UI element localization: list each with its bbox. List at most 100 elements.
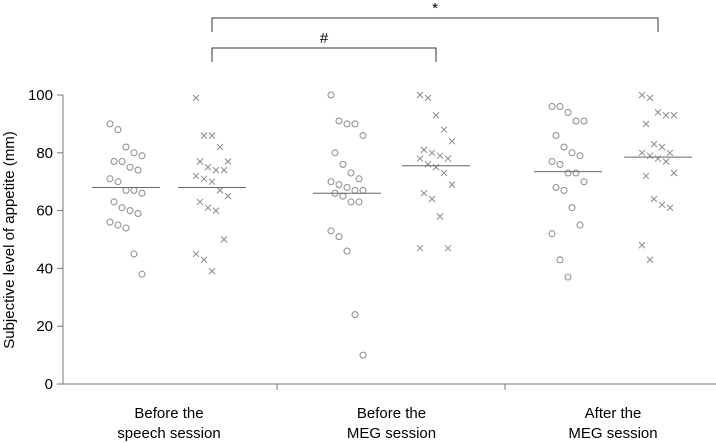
cross-point [200,256,208,264]
cross-point [642,120,650,128]
circle-point [110,157,118,165]
circle-point [343,183,351,191]
y-tick-label: 20 [36,318,53,335]
circle-point [331,149,339,157]
cross-point [212,166,220,174]
cross-point [646,152,654,160]
circle-point [560,143,568,151]
circle-point [130,250,138,258]
cross-point [650,195,658,203]
cross-point [192,172,200,180]
cross-point [666,149,674,157]
cross-point [420,189,428,197]
circle-point [327,227,335,235]
circle-point [564,169,572,177]
cross-point [420,146,428,154]
circle-point [572,117,580,125]
cross-point [208,267,216,275]
circle-point [134,209,142,217]
circle-point [327,178,335,186]
cross-point [208,132,216,139]
circle-point [572,169,580,177]
circle-point [114,221,122,229]
circle-point [106,120,114,128]
x-category-label: Before the [134,405,203,422]
circle-point [564,273,572,281]
x-category-label: Before the [357,405,426,422]
cross-point [428,149,436,157]
cross-point [212,207,220,214]
circle-point [138,152,146,160]
circle-point [548,157,556,165]
cross-point [224,192,232,200]
significance-bracket [211,17,659,32]
circle-point [351,311,359,319]
x-category-label: MEG session [347,425,436,442]
circle-point [343,120,351,128]
cross-point [670,169,678,177]
circle-point [556,103,564,111]
circle-point [327,91,335,99]
x-category-label: speech session [117,425,220,442]
circle-point [106,218,114,226]
y-axis-label: Subjective level of appetite (mm) [1,131,18,349]
cross-point [646,94,654,102]
circle-point [548,103,556,111]
cross-point [216,143,224,151]
circle-point [560,186,568,194]
circle-point [118,204,126,212]
circle-point [138,189,146,197]
circle-point [351,186,359,194]
cross-point [638,91,646,99]
circle-point [130,149,138,157]
circle-point [576,221,584,229]
cross-point [192,250,200,258]
circle-point [359,351,367,359]
cross-point [440,169,448,177]
cross-point [192,94,200,102]
cross-point [220,236,228,243]
cross-point [638,149,646,157]
y-tick-label: 40 [36,260,53,277]
circle-point [138,270,146,278]
x-category-label: MEG session [568,425,657,442]
circle-point [548,230,556,238]
circle-point [339,192,347,200]
cross-point [654,108,662,116]
cross-point [424,161,432,168]
y-tick-label: 100 [28,87,53,104]
circle-point [335,181,343,189]
circle-point [110,198,118,206]
circle-point [114,126,122,134]
cross-point [650,140,658,148]
cross-point [642,172,650,180]
circle-point [552,131,560,139]
circle-point [564,108,572,116]
cross-point [670,111,678,119]
circle-point [122,186,130,194]
circle-point [106,175,114,183]
circle-point [122,224,130,232]
cross-point [436,152,444,160]
circle-point [134,166,142,174]
circle-point [347,198,355,206]
significance-bracket [211,47,437,62]
circle-point [126,163,134,171]
cross-point [432,111,440,119]
circle-point [568,204,576,212]
cross-point [424,94,432,102]
circle-point [351,120,359,128]
cross-point [436,213,444,220]
cross-point [448,181,456,188]
cross-point [658,201,666,209]
cross-point [444,244,452,252]
cross-point [416,244,424,252]
cross-point [200,132,208,139]
cross-point [646,256,654,264]
x-axis: Before the speech session Before the MEG se… [63,383,716,442]
cross-point [658,143,666,151]
data-points [106,91,678,359]
cross-point [196,198,204,206]
cross-point [208,178,216,186]
cross-point [224,158,232,165]
